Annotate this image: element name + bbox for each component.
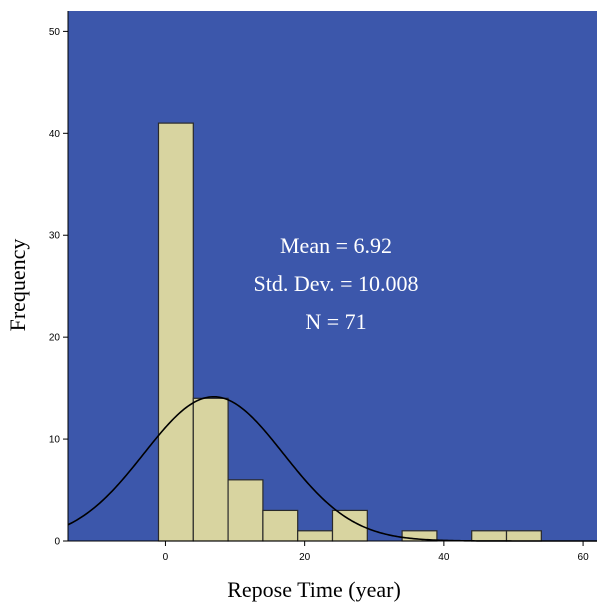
- y-tick-label: 20: [49, 333, 61, 344]
- y-axis-title: Frequency: [5, 239, 30, 332]
- histogram-bar: [227, 479, 264, 542]
- plot-area: [68, 11, 597, 541]
- mean-label: Mean = 6.92: [280, 233, 392, 258]
- histogram-bars: [157, 122, 542, 542]
- std-dev-label: Std. Dev. = 10.008: [254, 271, 419, 296]
- histogram-bar: [157, 122, 194, 542]
- histogram-bar: [471, 530, 508, 542]
- histogram-bar: [262, 509, 299, 542]
- y-tick-label: 50: [49, 27, 61, 38]
- y-tick-label: 30: [49, 231, 61, 242]
- y-tick-label: 10: [49, 435, 61, 446]
- histogram-bar: [297, 530, 334, 542]
- x-axis-title: Repose Time (year): [227, 577, 401, 602]
- n-label: N = 71: [305, 309, 366, 334]
- y-axis-ticks: 0 10 20 30 40 50: [49, 27, 68, 548]
- y-tick-label: 40: [49, 129, 61, 140]
- axes: [67, 11, 597, 542]
- x-axis-ticks: 0 20 40 60: [163, 541, 589, 563]
- histogram-bar: [192, 397, 229, 542]
- x-tick-label: 40: [438, 552, 450, 563]
- x-tick-label: 60: [578, 552, 590, 563]
- x-tick-label: 20: [299, 552, 311, 563]
- x-tick-label: 0: [163, 552, 169, 563]
- histogram-bar: [505, 530, 542, 542]
- y-tick-label: 0: [54, 537, 60, 548]
